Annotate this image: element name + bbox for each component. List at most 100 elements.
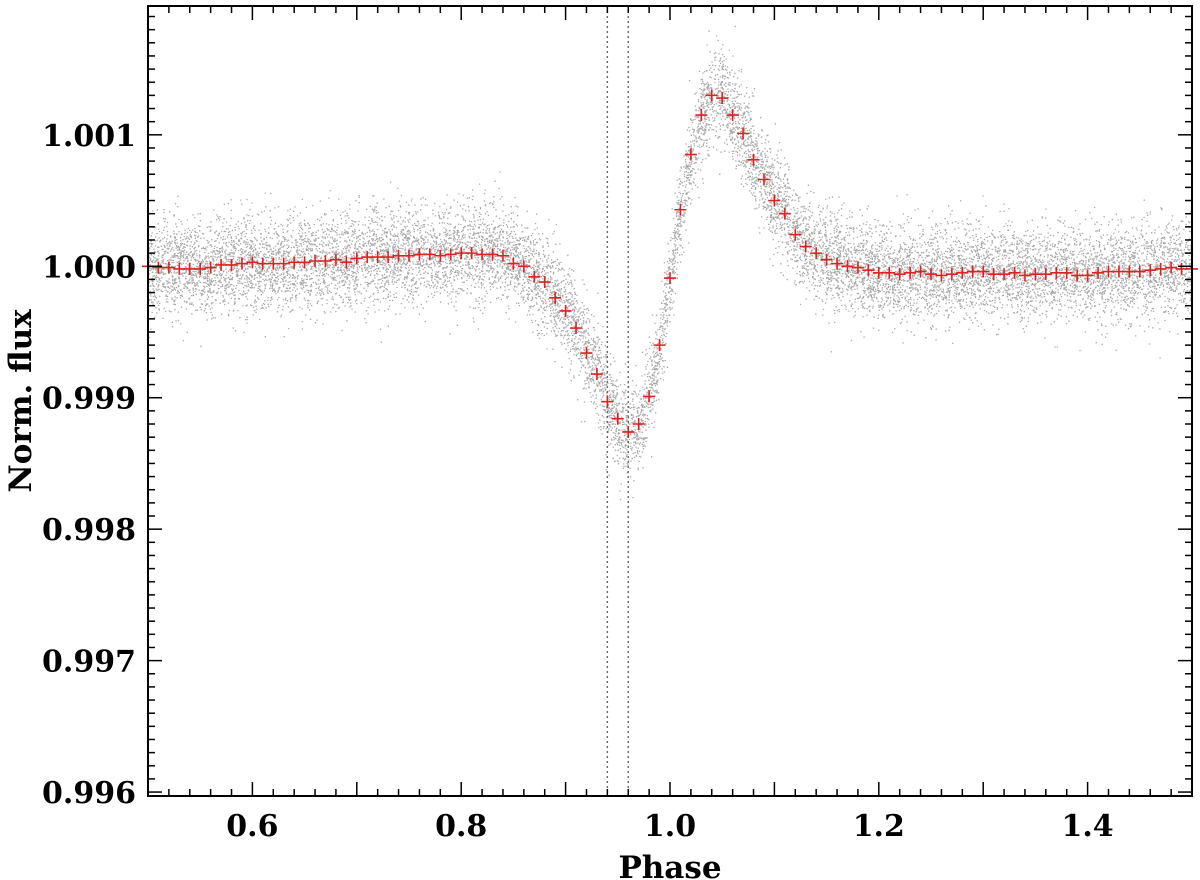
binned-point [309,255,322,268]
binned-point [611,412,624,425]
binned-point [1154,262,1167,275]
binned-point [622,425,635,438]
binned-point [945,268,958,281]
binned-point [403,249,415,262]
binned-point [1133,265,1146,278]
binned-point [288,256,301,269]
binned-point [246,256,259,269]
binned-point [977,265,990,278]
binned-point [204,261,217,274]
binned-point [799,240,812,253]
binned-point [1029,268,1042,281]
binned-point [434,249,447,262]
binned-point [935,269,948,282]
binned-point [517,260,530,273]
binned-point [1060,266,1073,279]
binned-point [486,248,499,261]
binned-point [496,249,509,262]
binned-point [674,203,687,216]
binned-point [371,251,384,264]
raw-scatter-points [148,25,1194,501]
binned-point [841,260,854,273]
binned-point [872,266,885,279]
binned-point [194,262,207,275]
binned-point [361,251,374,264]
binned-point [570,322,583,335]
binned-point [549,291,562,304]
binned-point [883,266,896,279]
binned-point [904,266,917,279]
binned-point [256,257,269,270]
binned-point [757,173,770,186]
binned-point [956,266,969,279]
binned-point [267,257,280,270]
binned-point [507,257,520,270]
binned-point [1081,269,1094,282]
binned-point [152,261,165,274]
binned-point [820,253,833,266]
binned-point [987,268,1000,281]
binned-point [925,268,937,281]
x-tick-label: 0.8 [435,809,487,844]
binned-point [831,257,844,270]
binned-point [392,249,405,262]
binned-point [580,347,593,360]
binned-point [1175,262,1188,275]
binned-point [1165,261,1178,274]
binned-point [329,253,342,266]
binned-point [277,257,290,270]
binned-point [810,247,823,260]
binned-point [319,255,332,268]
binned-point [444,248,457,261]
binned-point [340,256,353,269]
binned-point [423,248,436,261]
binned-point [893,268,906,281]
binned-point [653,339,666,352]
binned-point [862,264,875,277]
y-tick-label: 0.998 [42,513,136,548]
x-tick-label: 1.4 [1061,809,1113,844]
x-tick-label: 1.2 [853,809,905,844]
binned-point [737,127,750,140]
binned-point [1018,269,1031,282]
binned-point [789,228,802,241]
binned-point [235,257,248,270]
binned-point [778,207,791,220]
binned-point [966,265,979,278]
binned-point [705,89,718,102]
binned-point [1008,266,1021,279]
x-tick-labels: 0.6 0.8 1.0 1.2 1.4 [226,809,1113,844]
y-tick-label: 0.997 [42,645,136,680]
binned-point [684,148,697,161]
binned-point [601,395,614,408]
binned-point [413,248,426,261]
binned-point [173,262,186,275]
y-axis-title: Norm. flux [3,309,39,493]
binned-point [716,92,729,105]
binned-point [1071,269,1084,282]
binned-point [914,265,927,278]
binned-point [1039,268,1052,281]
binned-point [382,251,395,264]
binned-point [851,261,864,274]
plot-frame [147,5,1193,797]
binned-point [465,247,478,260]
x-tick-label: 0.6 [226,809,278,844]
y-tick-label: 1.001 [42,119,136,154]
binned-point [162,261,175,274]
binned-point [747,153,760,166]
axis-ticks [147,6,1193,796]
x-tick-label: 1.0 [644,809,696,844]
binned-point [538,276,551,289]
binned-point [998,268,1011,281]
raw-data-points [148,25,1194,501]
binned-point [726,109,739,122]
binned-point [528,270,541,283]
binned-point [1123,265,1136,278]
y-tick-label: 0.996 [42,776,136,811]
binned-point [643,390,656,403]
binned-point [632,418,645,431]
binned-point [559,304,572,317]
x-axis-title: Phase [618,850,721,880]
